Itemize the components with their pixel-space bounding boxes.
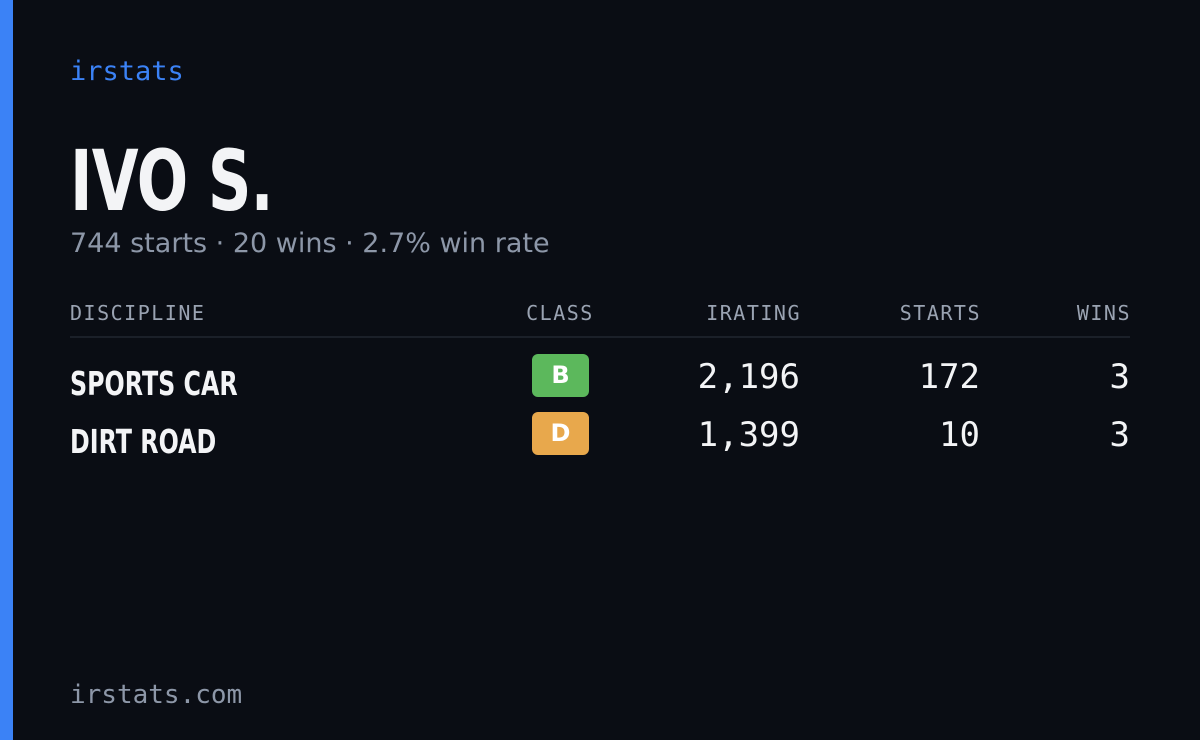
column-header: IRATING: [706, 301, 801, 325]
starts: 172: [918, 357, 980, 397]
column-header: STARTS: [899, 301, 981, 325]
wins: 3: [1109, 415, 1130, 455]
footer-url: irstats.com: [70, 680, 243, 710]
accent-bar: [0, 0, 13, 740]
irating: 1,399: [697, 415, 800, 455]
driver-name: IVO S.: [70, 132, 274, 230]
column-header: WINS: [1076, 301, 1131, 325]
irating: 2,196: [697, 357, 800, 397]
column-header: CLASS: [526, 301, 594, 325]
discipline: DIRT ROAD: [70, 422, 217, 461]
column-header: DISCIPLINE: [70, 301, 206, 325]
divider: [70, 336, 1130, 338]
class-badge: B: [532, 354, 589, 397]
class-badge: D: [532, 412, 589, 455]
discipline: SPORTS CAR: [70, 364, 238, 403]
brand: irstats: [70, 56, 184, 87]
starts: 10: [939, 415, 980, 455]
wins: 3: [1109, 357, 1130, 397]
summary: 744 starts · 20 wins · 2.7% win rate: [70, 228, 550, 259]
